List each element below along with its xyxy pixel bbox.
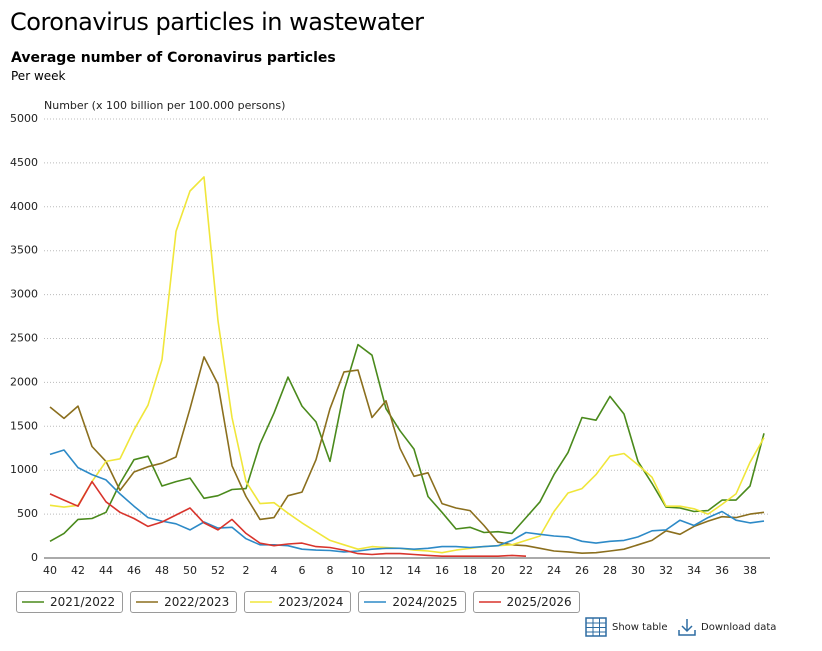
- series-line: [49, 449, 765, 553]
- download-icon: [678, 619, 696, 636]
- x-tick-label: 6: [299, 564, 306, 577]
- legend: 2021/2022 2022/2023 2023/2024 2024/2025 2025…: [16, 591, 580, 613]
- legend-item[interactable]: 2021/2022: [16, 591, 124, 613]
- series-line: [49, 356, 765, 554]
- y-tick-label: 1500: [10, 419, 38, 432]
- x-tick-label: 10: [351, 564, 365, 577]
- series-line: [49, 176, 765, 554]
- legend-swatch: [364, 601, 387, 603]
- y-tick-label: 4500: [10, 156, 38, 169]
- x-tick-label: 28: [603, 564, 617, 577]
- x-tick-label: 50: [183, 564, 197, 577]
- x-tick-label: 16: [435, 564, 449, 577]
- x-tick-label: 38: [743, 564, 757, 577]
- x-tick-label: 52: [211, 564, 225, 577]
- x-tick-label: 30: [631, 564, 645, 577]
- chart-subtitle: Per week: [11, 69, 66, 83]
- x-tick-label: 40: [43, 564, 57, 577]
- download-button[interactable]: Download data: [678, 617, 776, 637]
- table-icon: [585, 617, 607, 637]
- x-tick-label: 42: [71, 564, 85, 577]
- x-tick-label: 46: [127, 564, 141, 577]
- legend-item[interactable]: 2024/2025: [358, 591, 466, 613]
- x-tick-label: 22: [519, 564, 533, 577]
- legend-swatch: [136, 601, 159, 603]
- x-tick-label: 24: [547, 564, 561, 577]
- series-line: [49, 480, 527, 557]
- legend-item[interactable]: 2022/2023: [130, 591, 238, 613]
- series-line: [49, 343, 765, 542]
- legend-label: 2024/2025: [392, 595, 458, 609]
- chart-title: Average number of Coronavirus particles: [11, 50, 336, 66]
- show-table-label: Show table: [612, 621, 668, 633]
- y-tick-label: 5000: [10, 112, 38, 125]
- y-tick-label: 500: [17, 507, 38, 520]
- legend-swatch: [22, 601, 44, 603]
- x-tick-label: 4: [271, 564, 278, 577]
- y-tick-label: 1000: [10, 463, 38, 476]
- x-tick-label: 32: [659, 564, 673, 577]
- x-tick-label: 2: [243, 564, 250, 577]
- y-tick-label: 2000: [10, 375, 38, 388]
- x-tick-label: 18: [463, 564, 477, 577]
- x-tick-label: 48: [155, 564, 169, 577]
- x-tick-label: 44: [99, 564, 113, 577]
- x-tick-label: 8: [327, 564, 334, 577]
- legend-item[interactable]: 2025/2026: [472, 591, 580, 613]
- legend-label: 2022/2023: [164, 595, 230, 609]
- y-tick-label: 3000: [10, 288, 38, 301]
- show-table-button[interactable]: Show table: [585, 617, 668, 637]
- chart: Number (x 100 billion per 100.000 person…: [10, 99, 770, 577]
- x-tick-label: 36: [715, 564, 729, 577]
- legend-label: 2023/2024: [278, 595, 344, 609]
- legend-label: 2025/2026: [506, 595, 572, 609]
- legend-swatch: [478, 601, 501, 603]
- y-axis-label: Number (x 100 billion per 100.000 person…: [44, 99, 285, 112]
- x-tick-label: 14: [407, 564, 421, 577]
- y-tick-label: 2500: [10, 332, 38, 345]
- download-label: Download data: [701, 621, 777, 633]
- x-tick-label: 34: [687, 564, 701, 577]
- legend-swatch: [250, 601, 273, 603]
- y-tick-label: 4000: [10, 200, 38, 213]
- x-tick-label: 20: [491, 564, 505, 577]
- y-tick-label: 3500: [10, 244, 38, 257]
- x-tick-label: 26: [575, 564, 589, 577]
- y-tick-label: 0: [31, 551, 38, 564]
- x-tick-label: 12: [379, 564, 393, 577]
- page-heading: Coronavirus particles in wastewater: [10, 8, 424, 36]
- legend-label: 2021/2022: [50, 595, 116, 609]
- legend-item[interactable]: 2023/2024: [244, 591, 352, 613]
